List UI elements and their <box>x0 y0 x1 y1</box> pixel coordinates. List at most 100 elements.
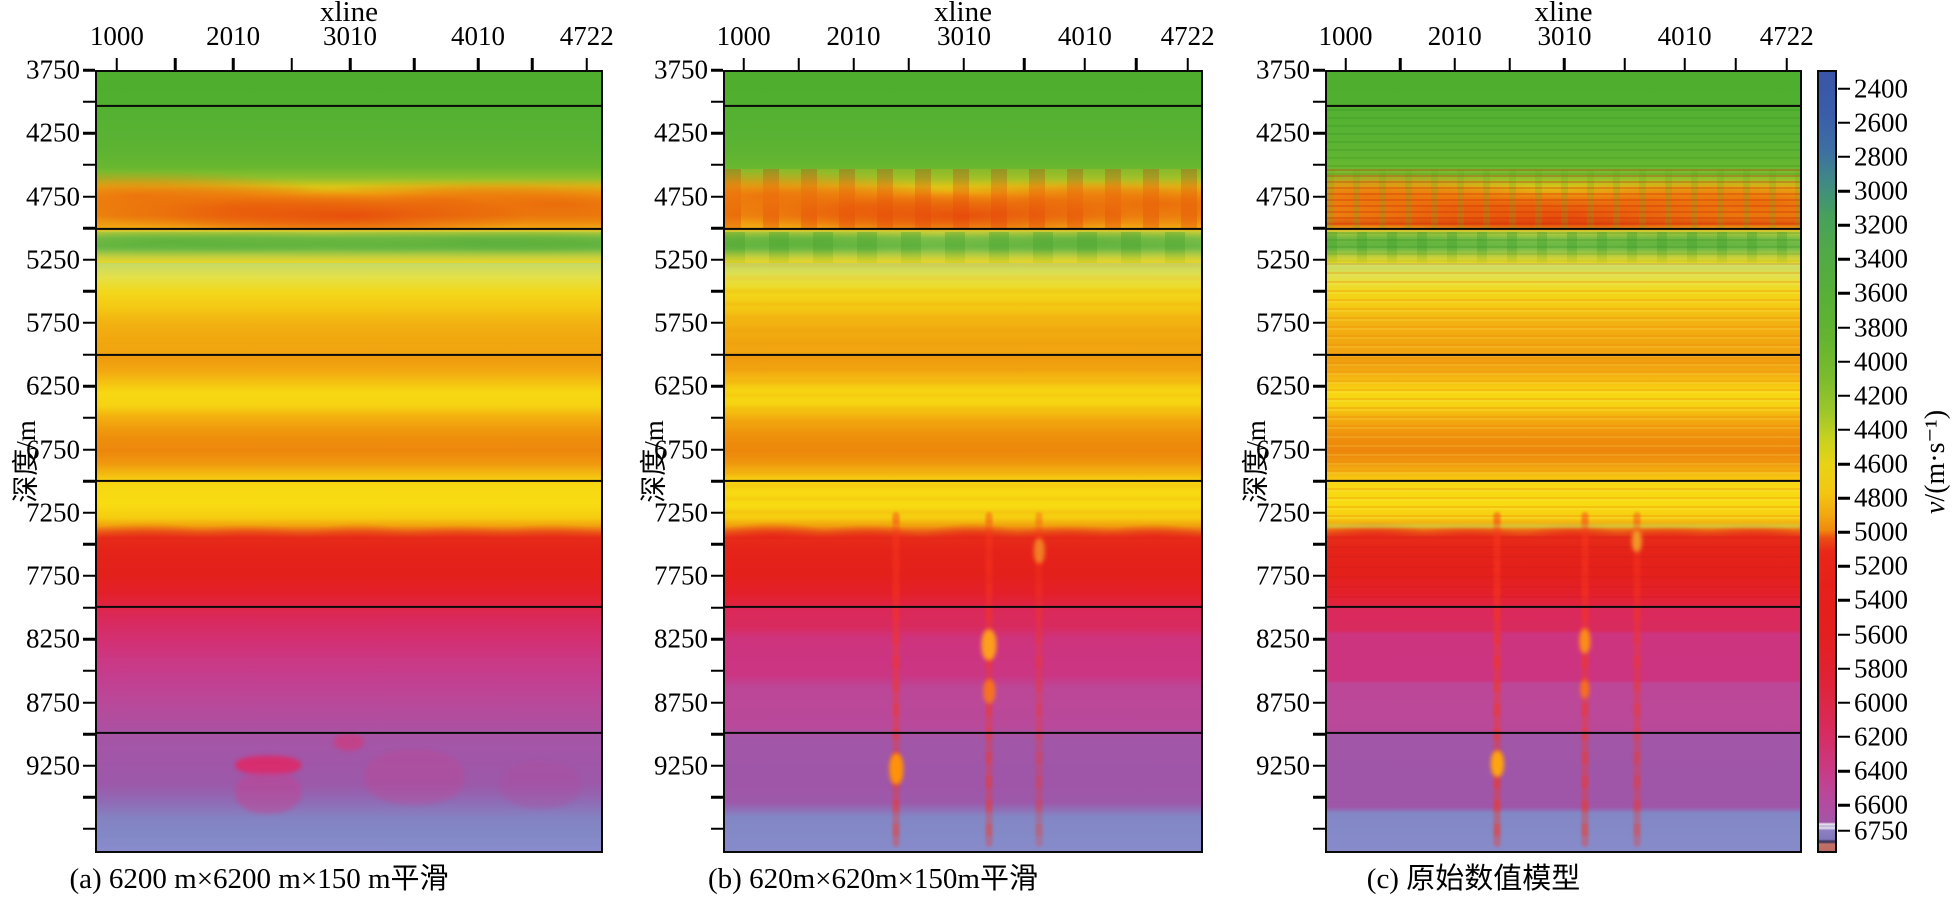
y-axis-tick-label: 6750 <box>654 434 708 465</box>
y-axis-tick-label: 7750 <box>654 560 708 591</box>
layer-boundary-line <box>725 354 1201 357</box>
fine-layering-upper <box>1327 109 1800 177</box>
x-axis-tick <box>1453 58 1456 70</box>
y-axis-tick-label: 8750 <box>26 687 80 717</box>
y-axis-tick <box>83 606 95 609</box>
x-axis-tick <box>1399 58 1402 70</box>
y-axis-tick <box>1313 448 1325 451</box>
y-axis-tick <box>711 732 723 736</box>
x-axis-tick-label: 4010 <box>451 21 506 51</box>
velocity-anomaly-blob <box>1033 538 1045 564</box>
colorbar-tick-label: 6750 <box>1854 815 1908 846</box>
x-axis-tick-label: 3010 <box>936 21 991 51</box>
colorbar-tick <box>1838 292 1850 295</box>
colorbar-tick <box>1838 531 1850 534</box>
y-axis-tick <box>711 416 723 420</box>
x-axis-tick <box>962 58 966 70</box>
y-axis-tick <box>711 764 723 767</box>
colorbar-axis-title-text: v/(m·s⁻¹) <box>1918 409 1952 513</box>
y-axis-tick <box>711 163 723 167</box>
high-velocity-band <box>725 168 1201 230</box>
x-axis-title: xline <box>320 0 378 28</box>
y-axis-tick-label: 7750 <box>1256 560 1310 591</box>
layer-boundary-line <box>1327 228 1800 231</box>
y-axis-tick <box>1313 701 1325 704</box>
velocity-anomaly-streak <box>892 512 900 848</box>
y-axis-tick <box>711 385 723 388</box>
y-axis-tick-label: 4250 <box>1256 117 1310 148</box>
red-zone-boundary <box>1327 512 1800 540</box>
colorbar-tick-label: 5200 <box>1854 550 1908 581</box>
colorbar-tick-label: 6000 <box>1854 687 1908 718</box>
layer-boundary-line <box>725 228 1201 231</box>
colorbar-tick <box>1838 189 1850 193</box>
y-axis-tick <box>83 195 95 198</box>
layer-boundary-line <box>1327 354 1800 357</box>
y-axis-tick-label: 8750 <box>1256 687 1310 717</box>
x-axis-tick-label: 1000 <box>716 21 771 51</box>
y-axis-tick <box>1313 796 1325 799</box>
y-axis-tick <box>83 448 95 451</box>
y-axis-tick-label: 5250 <box>1256 244 1310 275</box>
layer-boundary-line <box>725 479 1201 483</box>
colorbar-tick-label: 5400 <box>1854 584 1908 615</box>
colorbar-tick-label: 6400 <box>1854 755 1908 786</box>
colorbar-tick-label: 4800 <box>1854 482 1908 513</box>
x-axis-tick <box>531 58 534 70</box>
panel-b: xline 1000 2010 3010 4010 4722 深度/m 3750 4250… <box>639 0 1215 898</box>
velocity-anomaly-blob <box>1491 750 1504 777</box>
y-axis-tick-label: 7750 <box>26 560 80 591</box>
colorbar-tick <box>1838 155 1850 159</box>
x-axis-tick <box>742 58 745 70</box>
red-zone-boundary <box>97 512 601 540</box>
y-axis-tick <box>83 100 95 103</box>
velocity-anomaly-blob <box>235 771 302 814</box>
layer-boundary-line <box>97 731 601 734</box>
y-axis-tick-label: 5750 <box>1256 307 1310 338</box>
y-axis-tick-labels: 3750 4250 4750 5250 5750 6250 6750 7250 7750 8250… <box>628 56 708 853</box>
y-axis-tick <box>1313 416 1325 420</box>
layer-boundary-line <box>97 605 601 608</box>
x-axis-tick-label: 2010 <box>826 21 881 51</box>
colorbar-tick <box>1838 829 1850 832</box>
layer-boundary-line <box>97 228 601 231</box>
y-axis-tick-label: 4750 <box>654 181 708 212</box>
colorbar-gradient <box>1817 70 1837 853</box>
colorbar-tick <box>1838 599 1850 602</box>
x-axis-tick <box>115 58 119 70</box>
x-axis-tick-label: 4722 <box>1160 21 1215 51</box>
velocity-anomaly-blob <box>1580 679 1590 699</box>
y-axis-tick <box>1313 827 1325 831</box>
panel-caption: (b) 620m×620m×150m平滑 <box>708 863 1038 895</box>
velocity-anomaly-blob <box>983 679 995 703</box>
colorbar-tick-label: 2600 <box>1854 107 1908 138</box>
y-axis-tick-label: 8250 <box>654 623 708 654</box>
y-axis-tick-label: 3750 <box>26 54 80 85</box>
y-axis-tick <box>711 701 723 704</box>
y-axis-tick <box>1313 195 1325 198</box>
x-axis-tick-label: 3010 <box>323 21 378 51</box>
layer-boundary-line <box>1327 479 1800 483</box>
y-axis-tick <box>83 479 95 483</box>
x-axis-tick <box>476 58 480 70</box>
x-axis-title: xline <box>1534 0 1593 28</box>
y-axis-tick <box>1313 732 1325 736</box>
panel-caption: (a) 6200 m×6200 m×150 m平滑 <box>69 863 449 895</box>
fine-layering-mid <box>1327 262 1800 524</box>
y-axis-tick-label: 8750 <box>654 687 708 717</box>
x-axis-tick <box>585 58 588 70</box>
y-axis-tick <box>83 574 95 578</box>
y-axis-tick <box>83 764 95 767</box>
y-axis-tick-label: 7250 <box>1256 497 1310 528</box>
y-axis-tick <box>83 827 95 831</box>
y-axis-tick <box>711 258 723 261</box>
velocity-anomaly-blob <box>1631 530 1643 552</box>
y-axis-tick <box>711 290 723 293</box>
y-axis-tick <box>711 479 723 483</box>
y-axis-tick-label: 7250 <box>26 497 80 528</box>
y-axis-tick <box>711 606 723 609</box>
x-axis-tick-labels: 1000 2010 3010 4010 4722 <box>1319 21 1814 56</box>
colorbar-tick <box>1838 121 1850 125</box>
colorbar-tick <box>1838 258 1850 261</box>
y-axis-tick <box>83 511 95 514</box>
